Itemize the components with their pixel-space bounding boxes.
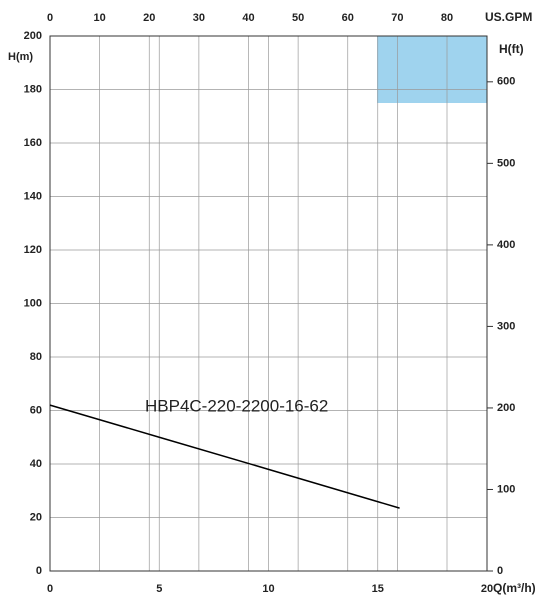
y-tick-label: 0 bbox=[36, 565, 42, 577]
y2-tick-label: 200 bbox=[497, 402, 515, 414]
x2-tick-label: 20 bbox=[143, 12, 155, 24]
y2-tick-label: 100 bbox=[497, 483, 515, 495]
y-tick-label: 100 bbox=[24, 297, 42, 309]
y-tick-label: 60 bbox=[30, 404, 42, 416]
y-tick-label: 40 bbox=[30, 458, 42, 470]
y2-tick-label: 500 bbox=[497, 157, 515, 169]
highlight-area bbox=[377, 36, 487, 103]
y-tick-label: 120 bbox=[24, 244, 42, 256]
y-tick-label: 180 bbox=[24, 83, 42, 95]
curve-label: HBP4C-220-2200-16-62 bbox=[145, 396, 328, 415]
y2-tick-label: 400 bbox=[497, 239, 515, 251]
x2-tick-label: 10 bbox=[94, 12, 106, 24]
x-tick-label: 5 bbox=[156, 583, 162, 595]
x-axis-label: Q(m³/h) bbox=[493, 581, 536, 595]
x2-tick-label: 0 bbox=[47, 12, 53, 24]
curve bbox=[49, 404, 400, 509]
x2-tick-label: 70 bbox=[391, 12, 403, 24]
x-tick-label: 0 bbox=[47, 583, 53, 595]
y-tick-label: 80 bbox=[30, 351, 42, 363]
y-tick-label: 200 bbox=[24, 30, 42, 42]
y-tick-label: 20 bbox=[30, 511, 42, 523]
y-tick-label: 140 bbox=[24, 190, 42, 202]
y2-tick-label: 600 bbox=[497, 76, 515, 88]
x2-axis-label: US.GPM bbox=[485, 10, 532, 24]
x2-tick-label: 40 bbox=[242, 12, 254, 24]
y-tick-label: 160 bbox=[24, 137, 42, 149]
plot-frame bbox=[49, 35, 488, 572]
x2-tick-label: 30 bbox=[193, 12, 205, 24]
y2-tick-label: 0 bbox=[497, 565, 503, 577]
x-tick-label: 20 bbox=[481, 583, 493, 595]
x-tick-label: 10 bbox=[262, 583, 274, 595]
y2-tick-label: 300 bbox=[497, 320, 515, 332]
x2-tick-label: 80 bbox=[441, 12, 453, 24]
x-tick-label: 15 bbox=[372, 583, 384, 595]
y2-axis-label: H(ft) bbox=[499, 42, 524, 56]
x2-tick-label: 60 bbox=[342, 12, 354, 24]
y-axis-label: H(m) bbox=[8, 51, 33, 63]
x2-tick-label: 50 bbox=[292, 12, 304, 24]
